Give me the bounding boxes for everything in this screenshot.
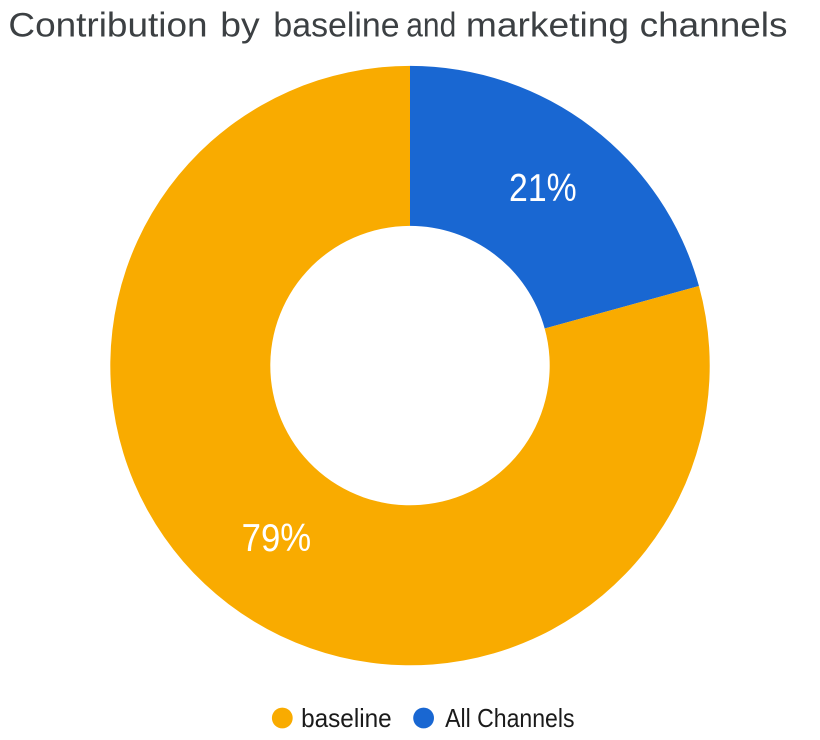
svg-text:baseline: baseline xyxy=(273,6,399,44)
svg-text:by: by xyxy=(220,6,260,44)
svg-text:channels: channels xyxy=(640,6,788,44)
svg-text:baseline: baseline xyxy=(301,703,392,733)
svg-text:Contribution: Contribution xyxy=(8,6,207,44)
svg-text:All Channels: All Channels xyxy=(445,703,574,733)
svg-text:and: and xyxy=(406,6,456,44)
svg-text:79%: 79% xyxy=(242,517,312,560)
svg-text:marketing: marketing xyxy=(466,6,629,44)
svg-text:21%: 21% xyxy=(509,167,577,210)
